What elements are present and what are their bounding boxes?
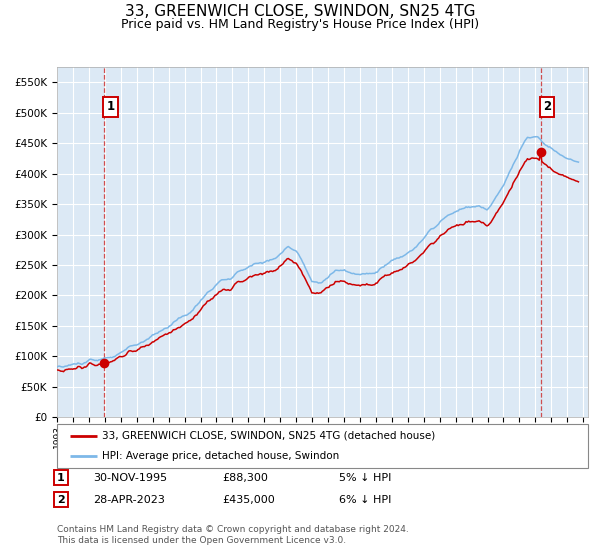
FancyBboxPatch shape [57,424,588,468]
Text: 33, GREENWICH CLOSE, SWINDON, SN25 4TG: 33, GREENWICH CLOSE, SWINDON, SN25 4TG [125,4,475,19]
Text: 33, GREENWICH CLOSE, SWINDON, SN25 4TG (detached house): 33, GREENWICH CLOSE, SWINDON, SN25 4TG (… [102,431,436,441]
Text: 30-NOV-1995: 30-NOV-1995 [93,473,167,483]
Text: 2: 2 [57,494,65,505]
Text: 6% ↓ HPI: 6% ↓ HPI [339,494,391,505]
Text: 1: 1 [57,473,65,483]
Text: 5% ↓ HPI: 5% ↓ HPI [339,473,391,483]
Text: 2: 2 [543,100,551,113]
Text: Contains HM Land Registry data © Crown copyright and database right 2024.
This d: Contains HM Land Registry data © Crown c… [57,525,409,545]
Text: Price paid vs. HM Land Registry's House Price Index (HPI): Price paid vs. HM Land Registry's House … [121,18,479,31]
Text: HPI: Average price, detached house, Swindon: HPI: Average price, detached house, Swin… [102,451,340,461]
Text: 1: 1 [106,100,115,113]
Text: £435,000: £435,000 [222,494,275,505]
Text: 28-APR-2023: 28-APR-2023 [93,494,165,505]
Text: £88,300: £88,300 [222,473,268,483]
